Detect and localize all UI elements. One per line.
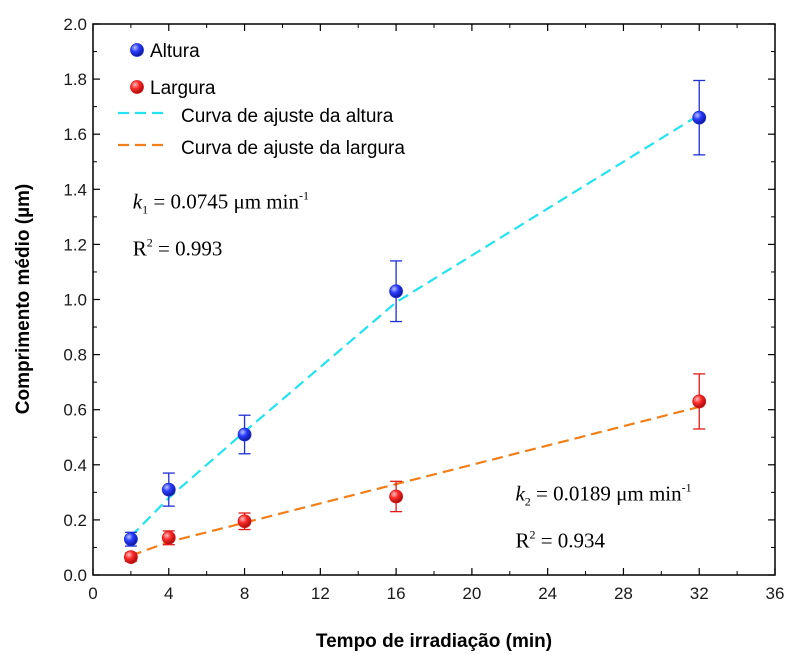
y-tick-label: 1.4: [63, 180, 87, 199]
data-points: [123, 110, 707, 564]
legend-marker: [130, 80, 144, 94]
legend-label: Largura: [150, 78, 216, 99]
data-point: [123, 532, 138, 547]
x-tick-label: 0: [88, 584, 97, 603]
data-point: [237, 427, 252, 442]
y-tick-label: 0.2: [63, 511, 87, 530]
legend-marker: [130, 43, 144, 57]
legend-label: Curva de ajuste da largura: [181, 138, 405, 159]
data-point: [123, 550, 138, 564]
x-tick-label: 4: [164, 584, 173, 603]
y-tick-label: 0.0: [63, 566, 87, 585]
data-point: [389, 489, 404, 504]
annotation-rate: k2 = 0.0189 μm min-1: [515, 481, 691, 509]
y-tick-label: 0.6: [63, 401, 87, 420]
annotations: k1 = 0.0745 μm min-1 R2 = 0.993 k2 = 0.018…: [133, 189, 692, 553]
legend-label: Curva de ajuste da altura: [181, 106, 394, 127]
x-tick-label: 32: [690, 584, 709, 603]
y-tick-label: 1.0: [63, 291, 87, 310]
y-tick-label: 1.6: [63, 125, 87, 144]
y-tick-label: 1.8: [63, 70, 87, 89]
annotation-rate: k1 = 0.0745 μm min-1: [133, 189, 309, 217]
fit-line: [130, 405, 700, 557]
legend-label: Altura: [150, 41, 200, 62]
y-axis-title: Comprimento médio (µm): [13, 184, 34, 415]
data-point: [692, 394, 707, 409]
x-tick-label: 16: [387, 584, 406, 603]
y-tick-label: 0.8: [63, 346, 87, 365]
annotation-r2: R2 = 0.993: [133, 236, 223, 261]
y-tick-label: 0.4: [63, 456, 87, 475]
data-point: [692, 110, 707, 125]
x-tick-label: 8: [240, 584, 249, 603]
x-tick-label: 24: [538, 584, 557, 603]
legend: Altura Largura Curva de ajuste da altura Cu…: [118, 41, 405, 159]
x-tick-label: 12: [311, 584, 330, 603]
axis-ticks: 0 4 8 12 16 20 24 28 32 36 0.0 0.2 0.4 0.6 0.8 1.0 1.2 1.…: [63, 15, 784, 603]
fit-line: [130, 113, 700, 538]
y-tick-label: 2.0: [63, 15, 87, 34]
x-axis-title: Tempo de irradiação (min): [316, 631, 552, 652]
y-tick-label: 1.2: [63, 235, 87, 254]
x-tick-label: 28: [614, 584, 633, 603]
data-point: [389, 284, 404, 299]
data-point: [161, 482, 176, 497]
data-point: [161, 530, 176, 545]
x-tick-label: 36: [766, 584, 785, 603]
annotation-r2: R2 = 0.934: [515, 528, 605, 553]
x-tick-label: 20: [462, 584, 481, 603]
data-point: [237, 514, 252, 529]
